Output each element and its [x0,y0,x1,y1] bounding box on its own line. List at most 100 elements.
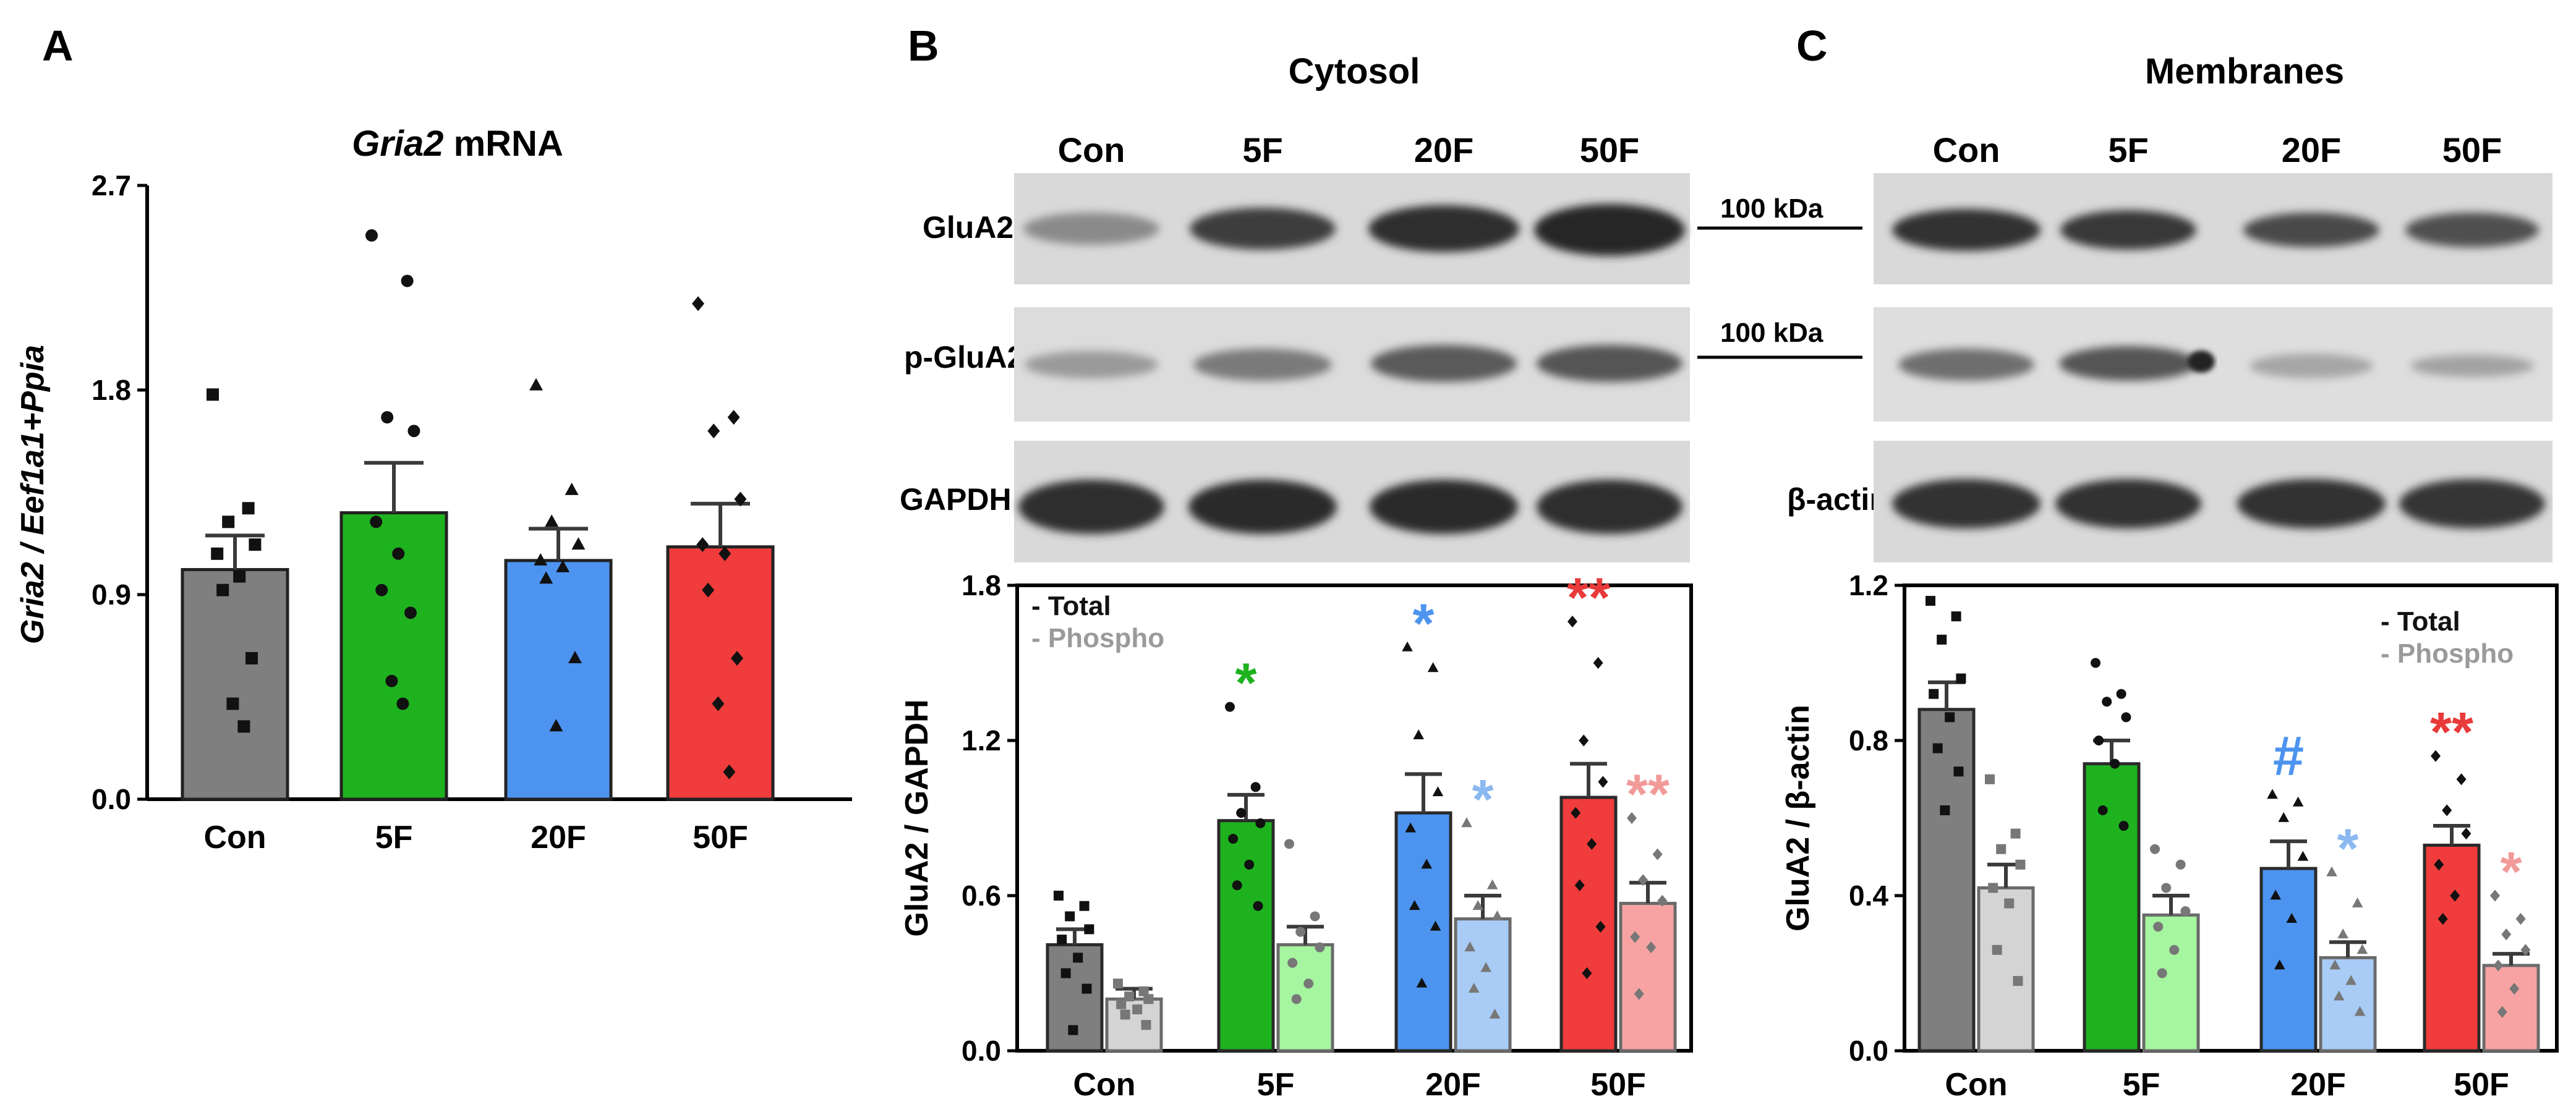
chart-c-point-total [2274,959,2285,970]
chart-b-point-total [1432,786,1444,797]
chart-a-point [401,274,414,287]
chart-c-point-phospho [2520,944,2531,956]
chart-b-point-total [1232,880,1242,891]
blot-b-lane-50f: 50F [1580,130,1640,169]
chart-c-point-total [2450,889,2460,902]
band-b1-50f [1534,204,1685,256]
band-b2-50f [1537,345,1683,382]
chart-b-point-total [1409,900,1420,910]
chart-c-bar-phospho-5f [2142,913,2200,1053]
chart-a-point [539,571,553,584]
chart-b-point-phospho [1143,994,1154,1004]
chart-c-point-total [1953,766,1964,777]
chart-b-point-total [1084,924,1094,935]
chart-b-point-phospho [1480,962,1491,972]
chart-b-point-total [1574,879,1585,891]
chart-c-point-phospho [2352,897,2363,907]
chart-b-point-phospho [1638,874,1648,886]
chart-a-point [723,764,736,779]
chart-b-point-phospho [1472,900,1483,910]
chart-c-point-phospho [1985,774,1995,784]
blot-c-strip-glua2 [1874,173,2553,284]
chart-b-point-total [1253,901,1263,911]
chart-c-point-total [2292,796,2304,807]
chart-b-point-phospho [1287,957,1298,968]
chart-b-point-total [1060,968,1071,978]
chart-c-bar-total-20f [2259,867,2318,1053]
chart-c-point-total [2091,658,2100,668]
chart-c-ytick-label: 0.0 [1849,1035,1888,1067]
chart-c-point-total [2116,689,2126,699]
chart-b-significance-marker: * [1412,593,1434,655]
chart-a-point [237,720,250,733]
chart-a-point [396,697,409,710]
chart-c-significance-marker: # [2273,726,2304,787]
chart-c-bar-total-con [1917,708,1976,1053]
chart-a-point [404,606,417,619]
chart-a-point [545,514,559,527]
band-b3-20f [1370,480,1518,534]
chart-b-point-phospho [1634,988,1644,1000]
band-b2-5f [1193,349,1332,381]
chart-c-point-phospho [2013,976,2023,986]
chart-c-legend-total: - Total [2381,606,2460,637]
panel-letter-b: B [908,22,939,70]
band-c2-20f [2250,354,2373,378]
chart-c-point-phospho [2493,959,2504,972]
chart-b-point-phospho [1113,978,1123,989]
chart-c-significance-marker: * [2500,841,2522,903]
chart-b-point-total [1587,838,1597,850]
chart-b-point-phospho [1464,941,1475,952]
chart-b-point-total [1225,702,1235,712]
chart-a-point [245,651,258,664]
chart-c-point-total [1929,689,1939,699]
chart-c-point-total [2278,812,2289,822]
chart-c-point-total [2434,859,2444,871]
chart-c-ytick-label: 1.2 [1849,569,1888,601]
chart-a-point [381,411,394,424]
chart-c-point-phospho [2157,968,2167,978]
chart-b-xtick-label: 50F [1590,1067,1646,1103]
chart-c-point-phospho [1992,944,2002,955]
blot-c-strip-p-glua2 [1874,307,2553,422]
chart-c-point-phospho [2161,883,2172,893]
mw-marker-2-label: 100 kDa [1720,318,1823,348]
western-blot-membranes: Con 5F 20F 50F β-actin [1787,130,2553,562]
chart-a-point [249,538,262,551]
chart-a-point [385,674,398,687]
chart-a-point [692,296,704,312]
chart-b-point-total [1255,818,1266,828]
band-b3-50f [1537,480,1683,534]
chart-c-point-total [1956,673,1966,684]
chart-a-bar-con [181,568,289,801]
chart-a-title-rest: mRNA [443,124,563,164]
band-b1-con [1023,213,1159,245]
chart-c-point-total [2270,889,2281,900]
chart-b-ytick-label: 1.2 [962,724,1001,757]
chart-b-ylabel: GluA2 / GAPDH [899,699,935,936]
blot-b-lane-20f: 20F [1414,130,1474,169]
chart-c-point-total [2461,828,2472,840]
chart-c-point-total [2442,804,2452,817]
chart-b-point-phospho [1486,879,1498,889]
chart-a-title-gene: Gria2 [352,124,443,164]
chart-b-point-total [1430,920,1441,931]
chart-b-point-total [1571,807,1581,819]
chart-c-significance-marker: * [2337,818,2358,880]
chart-c-point-total [1932,743,1943,753]
blot-b-strip-p-glua2 [1014,307,1690,422]
chart-a-point [233,570,246,583]
chart-b-point-total [1073,952,1083,963]
chart-c-point-phospho [2337,928,2348,939]
chart-a-ytick-label: 0.9 [92,579,131,611]
chart-b-bar-phospho-5f [1276,943,1334,1053]
chart-c-xtick-label: 50F [2454,1067,2509,1103]
chart-a-point [216,583,229,596]
chart-b-bar-phospho-50f [1619,902,1677,1053]
chart-a-ytick-label: 0.0 [92,783,131,815]
blot-b-row-p-glua2: p-GluA2 [904,340,1024,375]
chart-c-point-phospho [2501,928,2512,941]
chart-b-point-total [1068,1025,1078,1035]
chart-c-point-total [2094,736,2104,745]
